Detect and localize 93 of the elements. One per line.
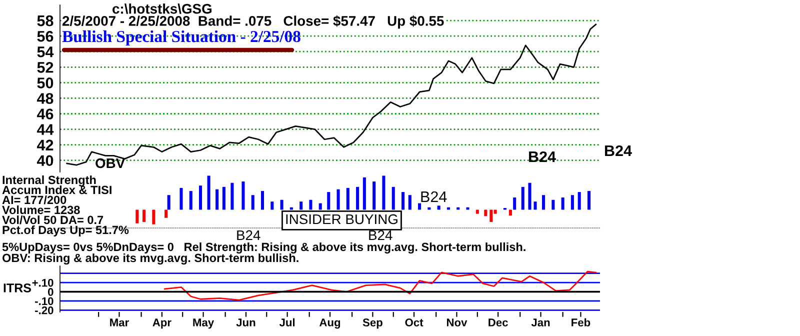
y-tick-label: 40: [36, 155, 54, 166]
bar: [300, 202, 303, 210]
y-tick-label: 50: [37, 78, 54, 88]
bar: [372, 181, 376, 210]
bar: [152, 210, 156, 224]
x-tick-label: Nov: [446, 318, 468, 326]
y-tick-label: 54: [37, 46, 54, 58]
annotation: Accum Index & TISI: [2, 185, 112, 194]
bar: [327, 192, 330, 210]
x-tick-label: Mar: [110, 318, 129, 326]
bar: [437, 206, 440, 210]
bar: [216, 189, 219, 210]
y-tick-label: -.10: [35, 297, 54, 306]
bar: [466, 207, 470, 210]
annotation: INSIDER BUYING: [286, 214, 398, 224]
y-tick-label: 48: [36, 93, 54, 104]
bar: [164, 210, 168, 218]
bar: [280, 200, 284, 210]
bar: [207, 176, 210, 210]
x-tick-label: Feb: [572, 318, 590, 326]
x-tick-label: Aug: [319, 318, 340, 329]
x-tick-label: Oct: [405, 318, 424, 326]
bar: [230, 182, 234, 210]
x-tick-label: Jun: [236, 318, 256, 326]
y-tick-label: -.20: [35, 306, 54, 314]
bar: [167, 195, 170, 210]
bar: [356, 186, 360, 210]
bar: [542, 195, 546, 210]
bar: [382, 176, 386, 210]
y-tick-label: 46: [36, 108, 54, 120]
y-tick-label: 42: [36, 140, 54, 150]
line-series: [164, 270, 597, 301]
text: OBV: Rising & above its mvg.avg. Short-term bullish.: [2, 253, 298, 264]
y-tick-label: 44: [36, 124, 54, 135]
x-tick-label: Apr: [152, 318, 172, 329]
bar: [513, 197, 516, 210]
y-tick-label: 52: [37, 62, 54, 73]
x-tick-label: Sep: [362, 318, 382, 329]
bar: [318, 203, 322, 210]
bar: [189, 191, 192, 210]
x-tick-label: May: [193, 318, 214, 329]
bar: [362, 177, 366, 210]
text: B24: [605, 145, 632, 156]
bar: [136, 210, 139, 224]
y-tick-label: 0: [48, 288, 54, 296]
bar: [142, 210, 146, 222]
bar: [408, 195, 412, 210]
bar: [578, 192, 581, 210]
annotation: Volume= 1238: [2, 205, 80, 214]
bar: [392, 186, 395, 210]
annotation: AI= 177/200: [2, 195, 66, 204]
bar: [270, 202, 274, 210]
bar: [242, 181, 245, 210]
x-tick-label: Dec: [488, 318, 508, 326]
bar: [251, 195, 254, 210]
bar: [418, 203, 422, 210]
text: 2/5/2007 - 2/25/2008 Band= .075 Close= $57.47 Up $0.55: [62, 15, 444, 29]
bar: [587, 191, 590, 210]
bar: [222, 186, 226, 210]
bar: [508, 210, 512, 216]
bar: [534, 202, 537, 210]
bar: [401, 192, 405, 210]
bar: [552, 200, 555, 210]
bar: [346, 188, 350, 210]
x-tick-label: Jul: [279, 318, 295, 326]
text: B24: [237, 230, 260, 240]
chart-title: c:\hotstks\GSG: [112, 4, 212, 14]
bar: [336, 189, 340, 210]
text: 5%UpDays= 0vs 5%DnDays= 0 Rel Strength: Rising & above its mvg.avg. Short-term bullish.: [2, 242, 526, 254]
y-tick-label: +.10: [32, 278, 54, 287]
annotation: Bullish Special Situation - 2/25/08: [62, 30, 300, 46]
annotation: Vol/Vol 50 DA= 0.7: [2, 215, 104, 224]
bar: [521, 186, 524, 210]
y-axis-title: ITRS: [4, 284, 31, 292]
bar: [476, 210, 479, 214]
annotation: OBV: [96, 158, 125, 168]
bar: [260, 191, 264, 210]
y-tick-label: 58: [37, 15, 54, 26]
bar: [309, 200, 312, 210]
bar: [561, 197, 564, 210]
bar: [198, 186, 202, 210]
x-tick-label: Jan: [531, 318, 550, 326]
text: Pct.of Days Up= 51.7%: [2, 225, 129, 236]
bar: [528, 182, 532, 210]
annotation: B24: [529, 151, 556, 162]
text: B24: [369, 230, 392, 240]
annotation: Internal Strength: [2, 175, 96, 186]
bar: [570, 195, 574, 210]
annotation: B24: [421, 191, 447, 202]
bar: [490, 210, 493, 222]
bar: [484, 210, 488, 216]
y-tick-label: 56: [37, 30, 54, 42]
bar: [180, 188, 183, 210]
